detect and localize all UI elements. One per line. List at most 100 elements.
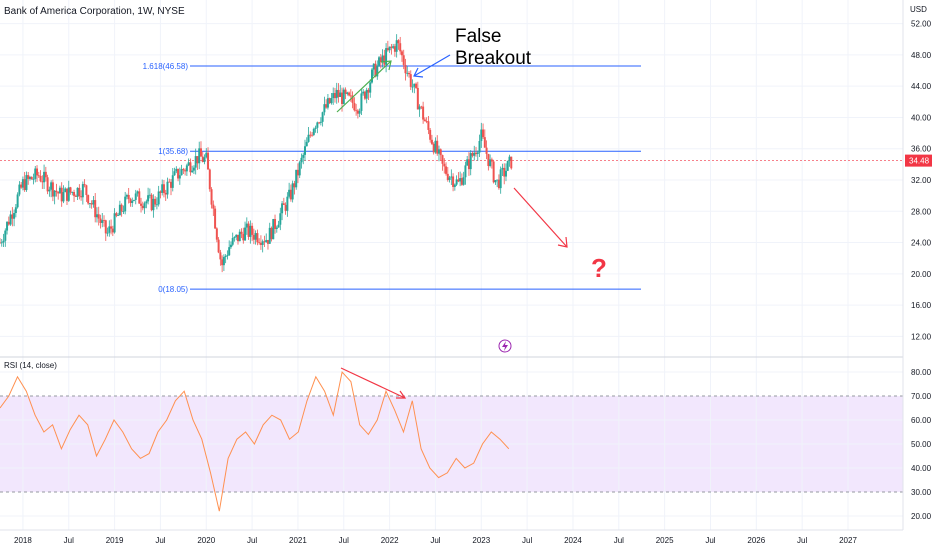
candle-body <box>353 102 356 111</box>
candles <box>0 34 513 273</box>
rsi-axis[interactable]: 80.00 70.00 60.00 50.00 40.00 30.00 20.00 <box>911 368 932 521</box>
candle-body <box>335 89 338 99</box>
candle-body <box>508 156 511 161</box>
candle-body <box>235 234 238 238</box>
candle-body <box>99 218 102 223</box>
candle-body <box>281 203 284 214</box>
candle-body <box>312 128 315 135</box>
candle-body <box>326 98 329 108</box>
candle-body <box>275 227 278 230</box>
candle-body <box>94 200 97 218</box>
candle-body <box>265 240 268 243</box>
candle-body <box>154 198 157 205</box>
candle-body <box>365 89 368 99</box>
candle-body <box>124 196 127 212</box>
candle-body <box>180 169 183 176</box>
price-tick: 28.00 <box>911 207 932 216</box>
candle-body <box>36 168 39 176</box>
rsi-tick: 50.00 <box>911 440 932 449</box>
candle-body <box>374 63 377 77</box>
rsi-tick: 40.00 <box>911 464 932 473</box>
candle-body <box>14 207 17 213</box>
candle-body <box>224 256 227 258</box>
candle-body <box>439 149 442 156</box>
candle-body <box>360 93 363 111</box>
time-tick: Jul <box>614 536 624 545</box>
candle-body <box>222 257 225 266</box>
candle-body <box>57 192 60 194</box>
candle-body <box>337 89 340 97</box>
candle-body <box>316 122 319 128</box>
candle-body <box>157 191 160 205</box>
candle-body <box>355 110 358 112</box>
candle-body <box>34 168 37 179</box>
candle-body <box>415 83 418 88</box>
candle-body <box>87 195 90 204</box>
candle-body <box>475 152 478 155</box>
rsi-tick: 30.00 <box>911 488 932 497</box>
candle-body <box>238 231 241 242</box>
candle-body <box>65 188 68 201</box>
candle-body <box>467 159 470 170</box>
candle-body <box>7 221 10 225</box>
candle-body <box>369 82 372 93</box>
price-tick: 24.00 <box>911 239 932 248</box>
candle-body <box>321 112 324 122</box>
candle-body <box>272 219 275 240</box>
last-price-text: 34.48 <box>909 157 930 166</box>
candle-body <box>397 40 400 44</box>
candle-body <box>4 230 7 241</box>
candle-body <box>427 121 430 130</box>
candle-body <box>351 95 354 103</box>
candle-body <box>311 134 314 136</box>
candle-body <box>143 203 146 209</box>
candle-body <box>453 184 456 187</box>
candle-body <box>104 220 107 234</box>
candle-body <box>39 175 42 182</box>
candle-body <box>436 140 439 154</box>
candle-body <box>81 184 84 198</box>
candle-body <box>333 93 336 99</box>
candle-body <box>242 233 245 241</box>
candle-body <box>363 91 366 99</box>
candle-body <box>113 213 116 233</box>
price-tick: 48.00 <box>911 51 932 60</box>
candle-body <box>229 244 232 248</box>
candle-body <box>302 154 305 158</box>
rsi-tick: 80.00 <box>911 368 932 377</box>
fib-levels: 1.618(46.58) 1(35.68) 0(18.05) <box>0 62 903 294</box>
candle-body <box>288 189 291 197</box>
candle-body <box>341 92 344 104</box>
time-tick: 2021 <box>289 536 307 545</box>
candle-body <box>471 153 474 156</box>
candle-body <box>261 241 264 245</box>
candle-body <box>127 194 130 200</box>
candle-body <box>450 176 453 178</box>
blue-pointer-arrow <box>413 54 451 77</box>
candle-body <box>108 226 111 233</box>
green-trend-arrow <box>336 60 392 113</box>
candle-body <box>455 179 458 185</box>
candle-body <box>446 173 449 180</box>
candle-body <box>80 196 83 198</box>
time-tick: 2022 <box>381 536 399 545</box>
candle-body <box>51 182 54 197</box>
last-price-badge: 34.48 <box>905 154 932 167</box>
candle-body <box>256 233 259 243</box>
lightning-bolt-icon <box>502 341 508 351</box>
time-axis[interactable]: 2018 Jul 2019 Jul 2020 Jul 2021 Jul 2022 Jul 2023 J… <box>14 536 857 545</box>
candle-body <box>203 157 206 162</box>
time-tick: 2018 <box>14 536 32 545</box>
breakout-label: Breakout <box>455 48 532 69</box>
candle-body <box>379 57 382 63</box>
candle-body <box>207 152 210 170</box>
candle-body <box>413 83 416 87</box>
candle-body <box>402 55 405 65</box>
price-axis[interactable]: 52.00 48.00 44.00 40.00 36.00 32.00 28.00 24.00… <box>911 20 932 342</box>
price-tick: 12.00 <box>911 332 932 341</box>
candle-body <box>422 106 425 120</box>
candle-body <box>251 225 254 235</box>
candle-body <box>53 190 56 197</box>
candle-body <box>309 134 312 136</box>
